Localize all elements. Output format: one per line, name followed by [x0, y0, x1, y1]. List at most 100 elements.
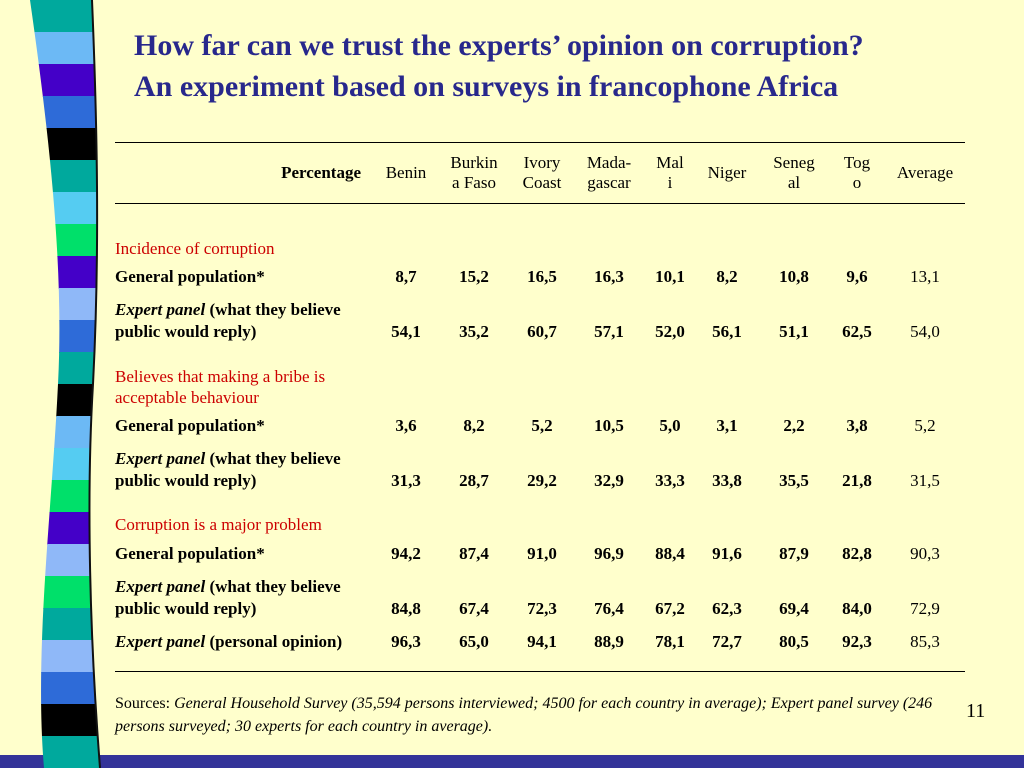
value-cell: 91,6 — [712, 543, 742, 563]
section-heading: Incidence of corruption — [115, 239, 275, 258]
data-table: Percentage Benin Burkin a Faso Ivory Coast M… — [115, 142, 965, 672]
value-cell: 16,3 — [594, 267, 624, 287]
bottom-bar — [0, 755, 1024, 768]
section-row: Believes that making a bribe is acceptab… — [115, 350, 965, 411]
value-cell: 72,9 — [910, 598, 940, 618]
row-label: Expert panel (what they believe public w… — [115, 449, 341, 491]
sources-text: General Household Survey (35,594 persons… — [115, 695, 933, 736]
value-cell: 3,8 — [846, 416, 868, 436]
value-cell: 3,6 — [395, 416, 417, 436]
value-cell: 2,2 — [783, 416, 805, 436]
sources-note: Sources: General Household Survey (35,59… — [115, 692, 973, 738]
table-row: Expert panel (what they believe public w… — [115, 294, 965, 349]
table-row: Expert panel (what they believe public w… — [115, 571, 965, 626]
column-header: Benin — [385, 163, 427, 183]
ribbon-edge-line — [88, 0, 101, 768]
table-body: Incidence of corruption General populatio… — [115, 204, 965, 672]
value-cell: 32,9 — [594, 471, 624, 491]
column-header: Mal i — [656, 153, 684, 192]
value-cell: 10,8 — [779, 267, 809, 287]
value-cell: 76,4 — [594, 598, 624, 618]
column-header: Mada- gascar — [586, 153, 632, 192]
value-cell: 13,1 — [910, 267, 940, 287]
table-header-row: Percentage Benin Burkin a Faso Ivory Coast M… — [115, 142, 965, 204]
value-cell: 72,7 — [712, 631, 742, 651]
row-label: General population* — [115, 416, 265, 436]
column-header: Ivory Coast — [522, 153, 562, 192]
page-number: 11 — [966, 700, 986, 722]
value-cell: 35,5 — [779, 471, 809, 491]
value-cell: 3,1 — [716, 416, 738, 436]
value-cell: 8,7 — [395, 267, 417, 287]
value-cell: 84,0 — [842, 598, 872, 618]
value-cell: 51,1 — [779, 322, 809, 342]
table-header: Percentage Benin Burkin a Faso Ivory Coast M… — [115, 142, 965, 204]
value-cell: 16,5 — [527, 267, 557, 287]
value-cell: 31,3 — [391, 471, 421, 491]
value-cell: 87,9 — [779, 543, 809, 563]
column-header: Percentage — [281, 163, 361, 183]
value-cell: 90,3 — [910, 543, 940, 563]
value-cell: 29,2 — [527, 471, 557, 491]
value-cell: 8,2 — [463, 416, 485, 436]
value-cell: 10,1 — [655, 267, 685, 287]
value-cell: 15,2 — [459, 267, 489, 287]
value-cell: 67,4 — [459, 598, 489, 618]
value-cell: 54,1 — [391, 322, 421, 342]
table-row: General population* 3,6 8,2 5,2 10,5 5,0 3,1 2,… — [115, 410, 965, 443]
value-cell: 69,4 — [779, 598, 809, 618]
column-header: Tog o — [843, 153, 871, 192]
value-cell: 28,7 — [459, 471, 489, 491]
column-header: Niger — [707, 163, 747, 183]
title-line-2: An experiment based on surveys in franco… — [134, 69, 839, 103]
value-cell: 65,0 — [459, 631, 489, 651]
value-cell: 96,9 — [594, 543, 624, 563]
value-cell: 88,9 — [594, 631, 624, 651]
row-label: Expert panel (personal opinion) — [115, 631, 343, 651]
value-cell: 91,0 — [527, 543, 557, 563]
value-cell: 84,8 — [391, 598, 421, 618]
table-row: General population* 94,2 87,4 91,0 96,9 88,4 9… — [115, 538, 965, 571]
value-cell: 54,0 — [910, 322, 940, 342]
value-cell: 52,0 — [655, 322, 685, 342]
column-header: Seneg al — [773, 153, 815, 192]
section-heading: Believes that making a bribe is acceptab… — [115, 366, 326, 407]
value-cell: 88,4 — [655, 543, 685, 563]
value-cell: 8,2 — [716, 267, 738, 287]
section-row: Incidence of corruption — [115, 204, 965, 261]
value-cell: 62,5 — [842, 322, 872, 342]
section-row: Corruption is a major problem — [115, 498, 965, 537]
value-cell: 57,1 — [594, 322, 624, 342]
value-cell: 82,8 — [842, 543, 872, 563]
value-cell: 33,8 — [712, 471, 742, 491]
table-row: General population* 8,7 15,2 16,5 16,3 10,1 8,… — [115, 261, 965, 294]
value-cell: 33,3 — [655, 471, 685, 491]
value-cell: 87,4 — [459, 543, 489, 563]
row-label: General population* — [115, 267, 265, 287]
value-cell: 5,2 — [914, 416, 936, 436]
section-heading: Corruption is a major problem — [115, 515, 322, 535]
slide-title: How far can we trust the experts’ opinio… — [134, 26, 996, 107]
value-cell: 56,1 — [712, 322, 742, 342]
value-cell: 80,5 — [779, 631, 809, 651]
value-cell: 92,3 — [842, 631, 872, 651]
value-cell: 5,0 — [659, 416, 681, 436]
sources-label: Sources: — [115, 695, 171, 712]
value-cell: 72,3 — [527, 598, 557, 618]
value-cell: 62,3 — [712, 598, 742, 618]
ribbon-decoration — [30, 0, 101, 768]
value-cell: 85,3 — [910, 631, 940, 651]
row-label: Expert panel (what they believe public w… — [115, 576, 341, 618]
value-cell: 78,1 — [655, 631, 685, 651]
value-cell: 9,6 — [846, 267, 868, 287]
table-row: Expert panel (personal opinion) 96,3 65,0 9… — [115, 626, 965, 659]
column-header: Average — [896, 163, 954, 183]
value-cell: 31,5 — [910, 471, 940, 491]
column-header: Burkin a Faso — [450, 153, 498, 192]
row-label: General population* — [115, 543, 265, 563]
value-cell: 21,8 — [842, 471, 872, 491]
value-cell: 67,2 — [655, 598, 685, 618]
table-row: Expert panel (what they believe public w… — [115, 443, 965, 498]
value-cell: 96,3 — [391, 631, 421, 651]
